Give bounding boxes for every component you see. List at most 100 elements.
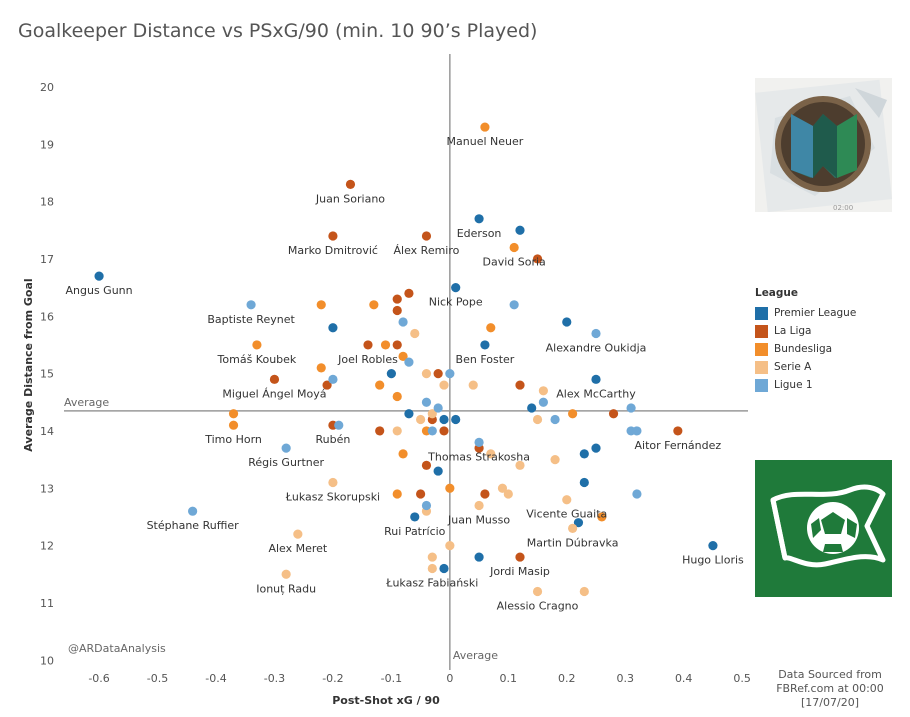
data-point	[398, 449, 408, 459]
data-point	[562, 495, 572, 505]
point-label: Ben Foster	[456, 353, 515, 366]
data-point	[451, 283, 461, 293]
data-point	[421, 369, 432, 379]
data-point	[392, 305, 402, 316]
data-point	[573, 518, 584, 528]
data-point	[445, 369, 455, 379]
watermark-text: @ARDataAnalysis	[68, 642, 166, 655]
point-label: Alexandre Oukidja	[546, 341, 647, 354]
data-point	[445, 483, 455, 493]
point-label: Manuel Neuer	[447, 135, 524, 148]
ar-logo-icon: 02:00	[755, 78, 893, 213]
data-point	[515, 460, 525, 470]
data-point	[509, 242, 519, 253]
x-tick-label: -0.2	[322, 672, 343, 685]
data-point	[410, 328, 420, 339]
data-point	[293, 529, 303, 539]
data-point	[433, 369, 443, 379]
labels-layer: Angus Gunn Ederson Nick Pope Ben Foster Alex…	[66, 135, 745, 612]
data-point	[503, 489, 513, 499]
point-label: Ionuț Radu	[256, 582, 316, 595]
data-point	[568, 409, 578, 419]
data-point	[404, 288, 414, 298]
data-point	[427, 426, 437, 436]
y-tick-label: 15	[40, 368, 54, 381]
legend-item-bundesliga[interactable]: Bundesliga	[755, 340, 856, 358]
legend-label: Serie A	[774, 361, 812, 373]
data-point	[708, 541, 718, 551]
data-point	[392, 426, 402, 436]
data-point	[480, 122, 490, 132]
data-point	[474, 552, 484, 562]
legend-item-premier-league[interactable]: Premier League	[755, 304, 856, 322]
data-point	[480, 489, 490, 499]
data-point	[550, 414, 560, 425]
data-point	[550, 455, 560, 465]
x-axis-title: Post-Shot xG / 90	[332, 694, 440, 707]
point-label: Hugo Lloris	[682, 554, 744, 567]
data-point	[427, 409, 437, 419]
legend-swatch	[755, 342, 768, 356]
data-point	[433, 466, 443, 476]
data-point	[445, 541, 455, 551]
y-tick-label: 20	[40, 81, 54, 94]
data-point	[328, 374, 338, 384]
data-point	[532, 586, 543, 597]
legend-item-ligue-1[interactable]: Ligue 1	[755, 376, 856, 394]
y-tick-label: 19	[40, 138, 54, 151]
data-point	[375, 426, 385, 436]
data-point	[515, 225, 525, 235]
data-point	[328, 323, 338, 333]
data-point	[269, 374, 280, 384]
point-label: Angus Gunn	[66, 284, 133, 297]
svg-text:02:00: 02:00	[833, 204, 853, 212]
data-point	[538, 386, 548, 396]
point-label: David Soria	[483, 255, 546, 268]
point-label: Martin Dúbravka	[527, 536, 619, 549]
data-point	[421, 397, 432, 407]
x-tick-label: 0.5	[733, 672, 751, 685]
data-point	[527, 403, 537, 413]
data-point	[416, 489, 426, 499]
point-label: Alex Meret	[268, 542, 327, 555]
data-point	[579, 477, 589, 488]
point-label: Ederson	[457, 227, 502, 240]
point-label: Vicente Guaita	[526, 508, 607, 521]
point-label: Joel Robles	[337, 353, 398, 366]
y-tick-label: 10	[40, 654, 54, 667]
x-tick-label: -0.5	[147, 672, 168, 685]
point-label: Régis Gurtner	[248, 456, 324, 469]
data-point	[579, 449, 589, 459]
data-point	[439, 563, 449, 574]
data-point	[439, 426, 449, 436]
y-tick-label: 12	[40, 540, 54, 553]
point-label: Rubén	[316, 433, 351, 446]
data-point	[608, 409, 619, 419]
point-label: Timo Horn	[204, 433, 262, 446]
x-tick-label: -0.3	[264, 672, 285, 685]
y-tick-label: 17	[40, 253, 54, 266]
data-point	[451, 414, 461, 425]
data-point	[398, 351, 408, 361]
legend-swatch	[755, 360, 768, 374]
data-source-note: Data Sourced from FBRef.com at 00:00 [17…	[760, 668, 900, 710]
x-tick-label: -0.6	[88, 672, 109, 685]
data-point	[562, 317, 572, 327]
data-point	[673, 426, 683, 436]
legend-item-la-liga[interactable]: La Liga	[755, 322, 856, 340]
y-axis-title: Average Distance from Goal	[22, 278, 35, 451]
data-point	[334, 420, 344, 430]
source-line-1: Data Sourced from	[778, 668, 882, 681]
point-label: Nick Pope	[429, 296, 483, 309]
data-point	[228, 420, 239, 430]
legend-item-serie-a[interactable]: Serie A	[755, 358, 856, 376]
legend-label: Premier League	[774, 307, 857, 319]
data-point	[316, 363, 326, 373]
data-point	[515, 552, 525, 562]
point-label: Łukasz Skorupski	[285, 491, 380, 504]
point-label: Marko Dmitrović	[288, 244, 378, 257]
football-flag-icon	[755, 460, 892, 597]
data-point	[345, 179, 356, 189]
data-point	[579, 586, 589, 597]
